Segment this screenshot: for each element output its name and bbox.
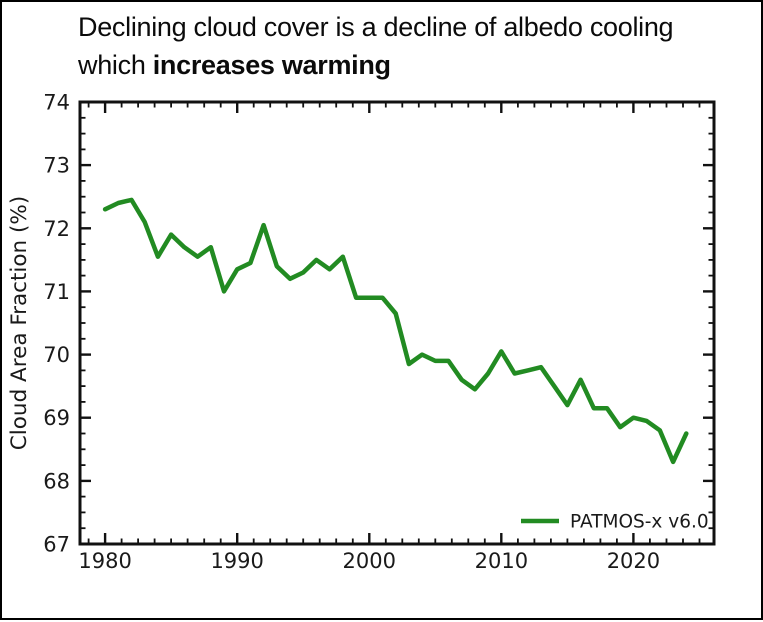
x-tick-label: 2010 xyxy=(475,549,528,573)
legend: PATMOS-x v6.0 xyxy=(521,512,709,533)
title-text-2: which xyxy=(78,50,153,80)
y-tick-label: 73 xyxy=(43,154,70,178)
y-tick-label: 74 xyxy=(43,91,70,115)
y-tick-label: 72 xyxy=(43,217,70,241)
x-tick-label: 2000 xyxy=(343,549,396,573)
legend-label: PATMOS-x v6.0 xyxy=(570,512,709,533)
title-line-1: Declining cloud cover is a decline of al… xyxy=(78,8,763,46)
title-text-1: Declining cloud cover is a decline of al… xyxy=(78,12,674,42)
y-tick-label: 70 xyxy=(43,343,70,367)
y-tick-label: 69 xyxy=(43,406,70,430)
y-axis-title: Cloud Area Fraction (%) xyxy=(7,196,32,450)
x-tick-label: 1980 xyxy=(78,549,131,573)
data-series xyxy=(102,197,689,465)
page-title: Declining cloud cover is a decline of al… xyxy=(78,8,763,84)
x-tick-label: 1990 xyxy=(210,549,263,573)
data-line-patmos xyxy=(102,197,689,465)
axis-tick-labels: 67 68 69 70 71 72 73 74 1980 1990 2000 2010 2020 xyxy=(43,91,660,574)
title-text-bold: increases warming xyxy=(152,50,391,80)
title-line-2: which increases warming xyxy=(78,46,763,84)
axis-ticks xyxy=(80,100,714,546)
y-tick-label: 71 xyxy=(43,280,70,304)
x-tick-label: 2020 xyxy=(607,549,660,573)
y-tick-label: 67 xyxy=(43,533,70,557)
y-tick-label: 68 xyxy=(43,469,70,493)
